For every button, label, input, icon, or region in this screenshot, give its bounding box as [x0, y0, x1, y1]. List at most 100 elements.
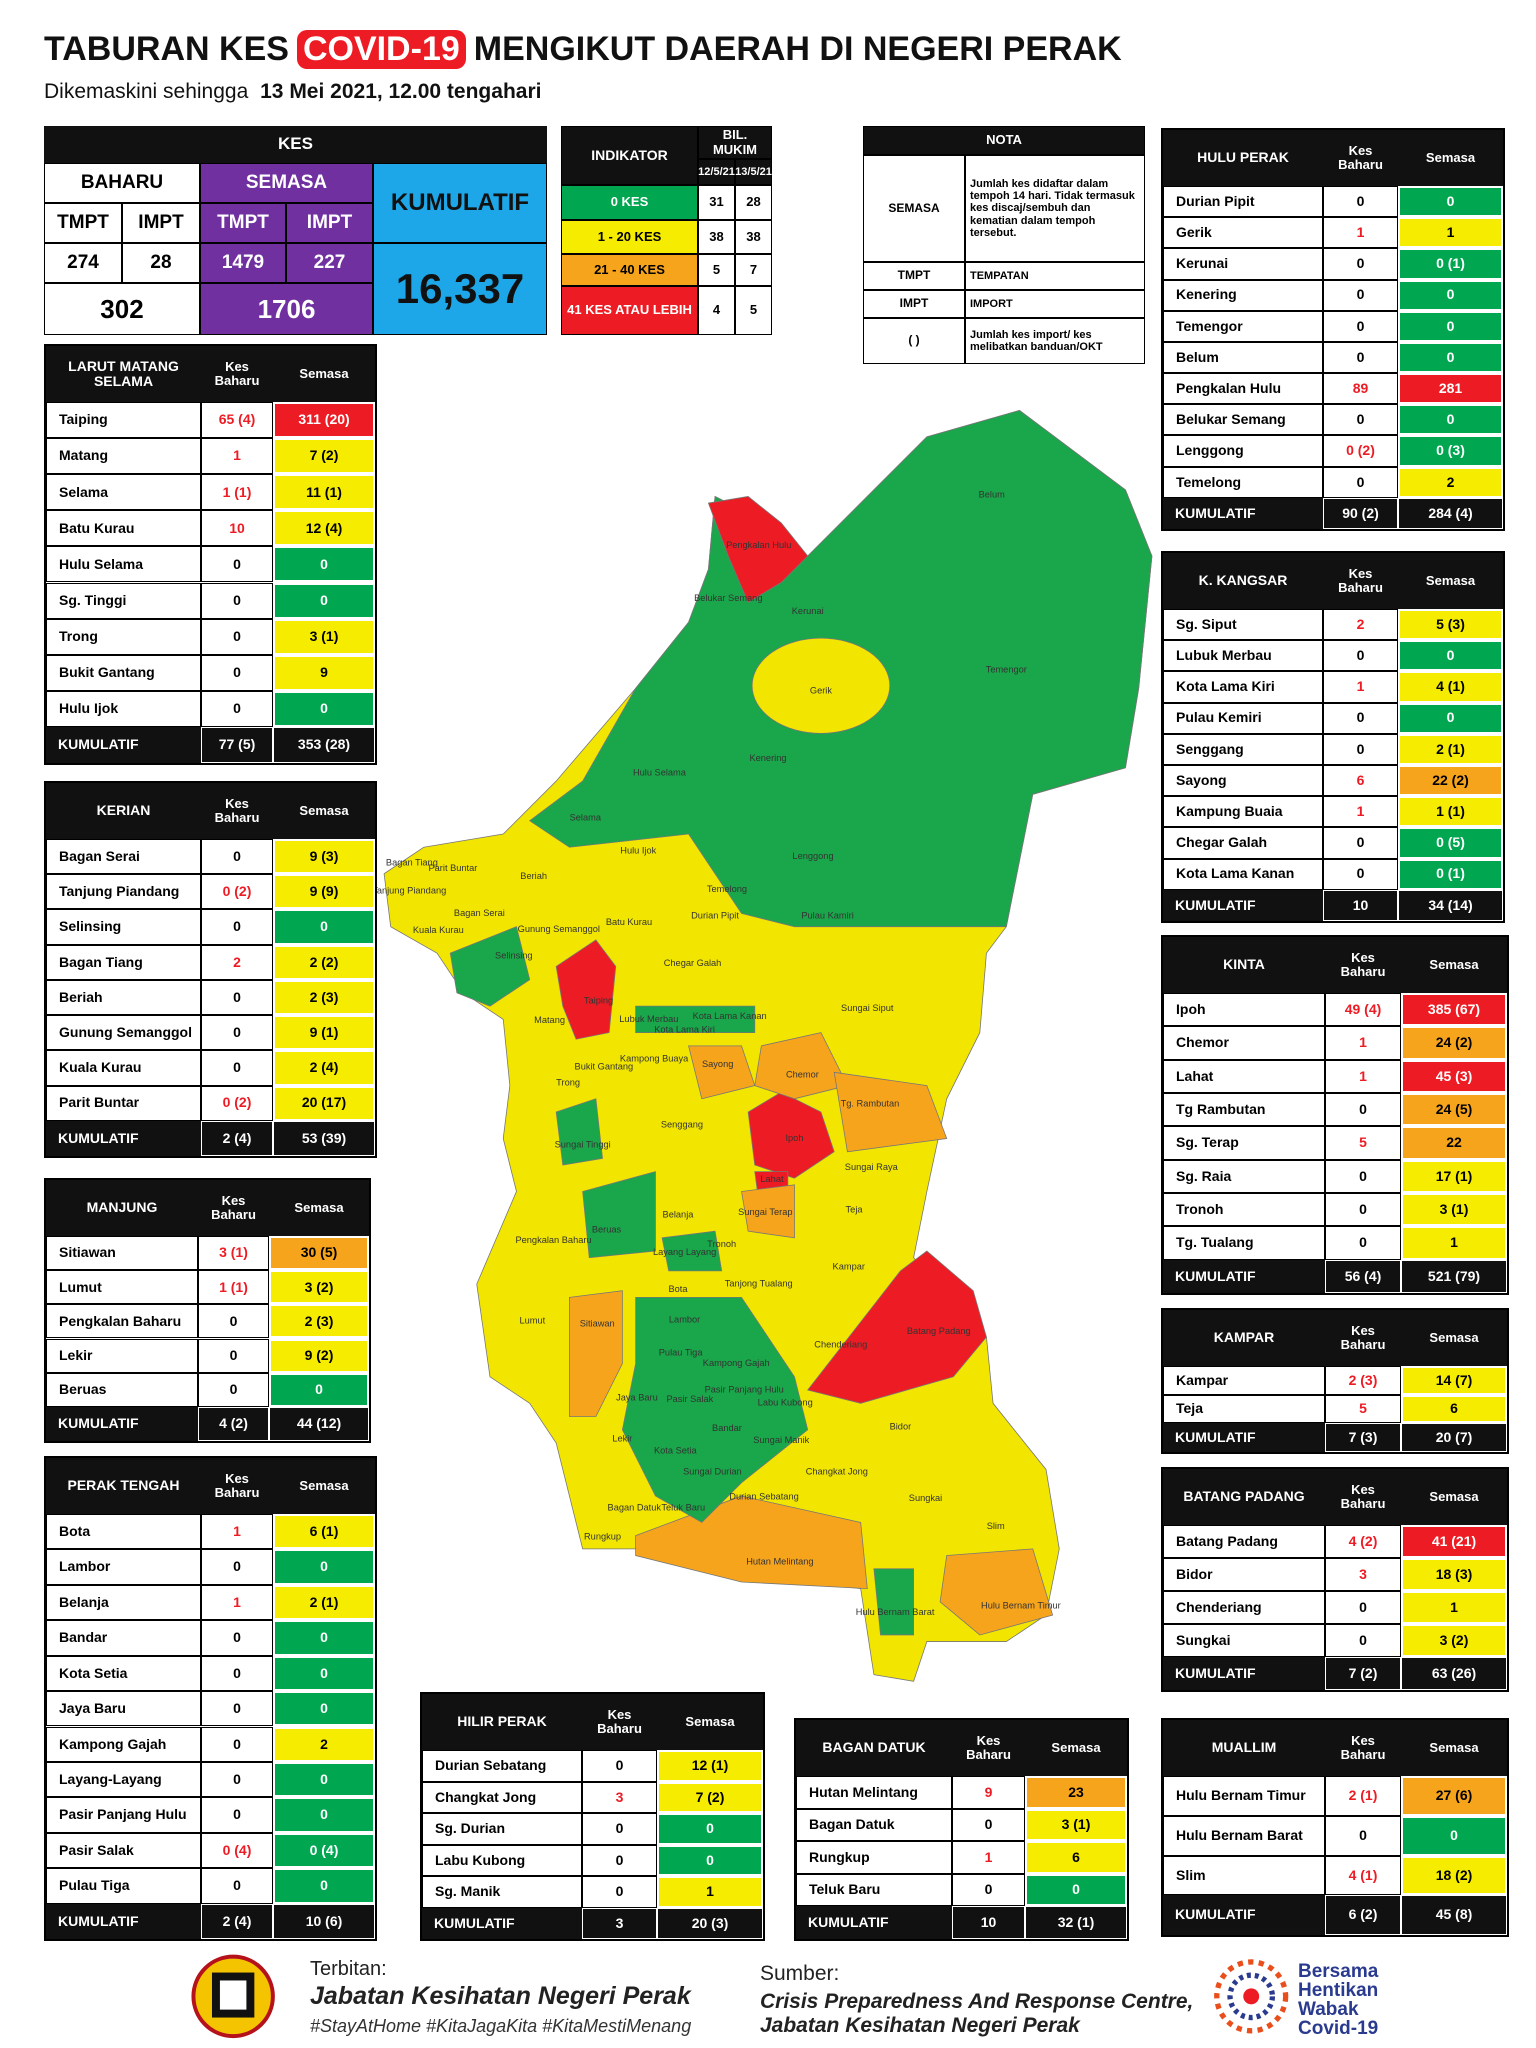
total-baharu: 56 (4): [1325, 1259, 1401, 1293]
area-name: Bota: [46, 1514, 201, 1550]
table-title: KAMPAR: [1163, 1310, 1325, 1366]
indicator-count: 38: [735, 220, 772, 254]
map-label: Batang Padang: [907, 1326, 971, 1336]
indicator-count: 31: [698, 185, 735, 220]
table-col-header: Semasa: [1398, 553, 1503, 609]
coat-of-arms: [191, 1954, 275, 2039]
district-table: BATANG PADANG Kes Baharu Semasa Batang Pada…: [1161, 1467, 1509, 1692]
kes-semasa: 3 (1): [1025, 1808, 1127, 1842]
map-label: Beruas: [592, 1224, 622, 1234]
kes-semasa: 0: [1398, 640, 1503, 672]
area-name: Kampar: [1163, 1366, 1325, 1395]
nota-desc: IMPORT: [965, 290, 1145, 318]
map-label: Sungai Terap: [738, 1207, 792, 1217]
map-label: Ipoh: [785, 1133, 803, 1143]
area-name: Ipoh: [1163, 993, 1325, 1027]
kes-semasa: 0: [1398, 404, 1503, 436]
area-name: Taiping: [46, 402, 201, 439]
kes-baharu: 0: [201, 1015, 273, 1051]
area-name: Chenderiang: [1163, 1591, 1325, 1624]
kes-semasa: 0 (4): [273, 1832, 375, 1869]
area-name: Selama: [46, 474, 201, 511]
kes-semasa: 45 (3): [1401, 1059, 1507, 1093]
area-name: Kampung Buaia: [1163, 796, 1323, 828]
kes-semasa: 6: [1401, 1394, 1507, 1424]
area-name: Tg Rambutan: [1163, 1093, 1325, 1127]
kes-baharu: 0: [1325, 1624, 1401, 1657]
table-col-header: Kes Baharu: [201, 783, 273, 839]
map-label: Lambor: [669, 1314, 700, 1324]
kes-baharu: 0: [1323, 404, 1398, 436]
area-name: Sg. Durian: [422, 1813, 582, 1845]
map-gerik: [751, 637, 891, 734]
kes-semasa: 1: [1401, 1226, 1507, 1260]
kes-semasa: 281: [1398, 373, 1503, 405]
table-col-header: Semasa: [269, 1180, 369, 1236]
map-label: Hutan Melintang: [746, 1557, 813, 1567]
map-label: Pengkalan Baharu: [515, 1235, 591, 1245]
campaign-word: Covid-19: [1298, 2018, 1379, 2039]
map-label: Bukit Gantang: [575, 1061, 634, 1071]
area-name: Hutan Melintang: [796, 1776, 952, 1809]
kes-semasa: 0: [273, 582, 375, 619]
kes-baharu: 0 (4): [201, 1832, 273, 1869]
kes-baharu: 49 (4): [1325, 993, 1401, 1027]
kes-semasa: 0: [273, 1620, 375, 1656]
kes-value: 1479: [200, 243, 286, 283]
map-red: [555, 939, 617, 1040]
kes-baharu: 4 (1): [1325, 1855, 1401, 1896]
kes-semasa: 12 (1): [657, 1750, 763, 1782]
total-semasa: 353 (28): [273, 726, 375, 763]
kes-baharu: 0: [1323, 858, 1398, 890]
total-baharu: 7 (3): [1325, 1423, 1401, 1452]
area-name: Labu Kubong: [422, 1844, 582, 1876]
total-label: KUMULATIF: [46, 726, 201, 763]
map-orange: [569, 1290, 623, 1417]
kes-baharu: 4 (2): [1325, 1525, 1401, 1558]
kes-baharu: 0 (2): [1323, 435, 1398, 467]
map-label: Tanjong Tualang: [725, 1279, 793, 1289]
table-title: BAGAN DATUK: [796, 1720, 952, 1776]
area-name: Hulu Ijok: [46, 690, 201, 727]
map-orange: [833, 1071, 948, 1153]
total-semasa: 32 (1): [1025, 1906, 1127, 1939]
kes-label: TMPT: [44, 203, 122, 243]
indicator-count: 38: [698, 220, 735, 254]
kes-baharu: 3: [582, 1781, 657, 1813]
total-baharu: 3: [582, 1907, 657, 1939]
map-label: Kuala Kurau: [413, 925, 464, 935]
total-baharu: 77 (5): [201, 726, 273, 763]
kes-label: IMPT: [122, 203, 200, 243]
area-name: Hulu Selama: [46, 546, 201, 583]
area-name: Kenering: [1163, 279, 1323, 311]
map-label: Kampar: [833, 1261, 865, 1271]
indicator-count: 5: [698, 254, 735, 286]
kes-semasa: 3 (1): [273, 618, 375, 655]
indicator-count: 5: [735, 286, 772, 335]
table-col-header: Kes Baharu: [201, 346, 273, 402]
subtitle-date: 13 Mei 2021, 12.00 tengahari: [260, 80, 542, 103]
map-label: Sungai Durian: [683, 1467, 742, 1477]
kes-semasa: 0: [273, 1868, 375, 1904]
kes-baharu: 0: [1323, 341, 1398, 374]
district-table: PERAK TENGAH Kes Baharu Semasa Bota 1 6 (1) La…: [44, 1456, 377, 1941]
kes-semasa: 2: [273, 1726, 375, 1762]
title-pre: TABURAN KES: [44, 30, 289, 68]
table-col-header: Semasa: [1025, 1720, 1127, 1776]
kes-semasa: 23: [1025, 1776, 1127, 1809]
map-label: Belum: [979, 490, 1006, 500]
area-name: Pengkalan Hulu: [1163, 373, 1323, 405]
map-label: Sungai Manik: [753, 1435, 809, 1445]
kes-baharu: 0: [1325, 1226, 1401, 1260]
area-name: Pulau Tiga: [46, 1868, 201, 1904]
map-label: Trong: [556, 1077, 580, 1087]
table-title: KERIAN: [46, 783, 201, 839]
indicator-mukim: BIL. MUKIM: [698, 126, 772, 159]
kes-semasa: 7 (2): [273, 438, 375, 475]
kes-semasa: 0: [273, 1549, 375, 1585]
area-name: Kota Lama Kiri: [1163, 671, 1323, 703]
area-name: Lekir: [46, 1338, 198, 1373]
map-label: Temengor: [986, 664, 1027, 674]
area-name: Durian Pipit: [1163, 186, 1323, 218]
kes-semasa: 0: [1025, 1873, 1127, 1907]
